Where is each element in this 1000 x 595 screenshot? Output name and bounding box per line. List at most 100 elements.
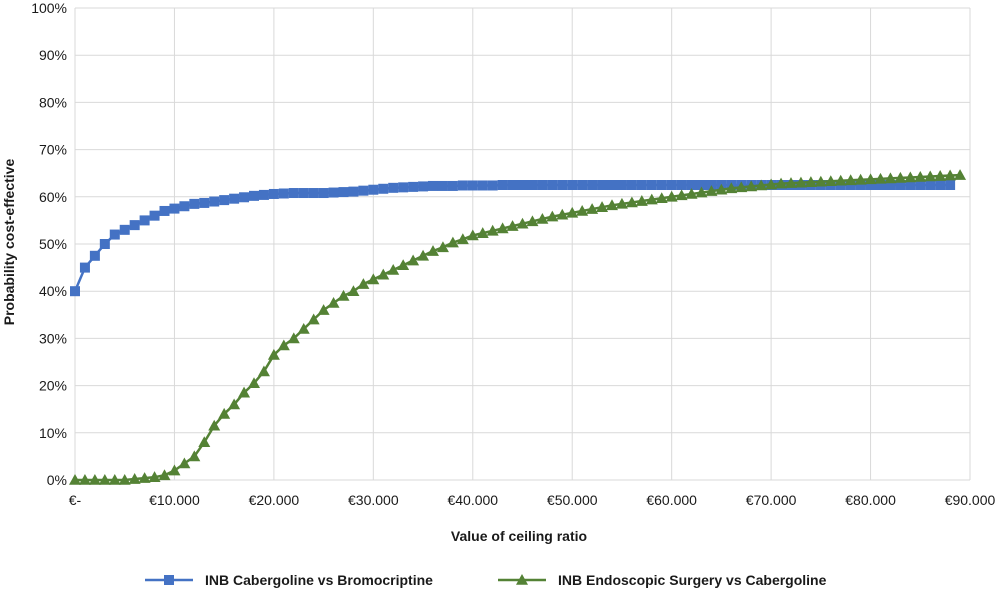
x-tick-label: €60.000 xyxy=(646,492,697,508)
data-point xyxy=(418,181,429,192)
data-point xyxy=(297,322,310,334)
data-point xyxy=(557,180,568,190)
data-point xyxy=(327,297,340,308)
data-point xyxy=(168,464,181,476)
data-point xyxy=(546,210,559,222)
y-tick-label: 50% xyxy=(39,236,67,252)
data-point xyxy=(476,227,489,238)
data-point xyxy=(229,193,240,204)
x-tick-labels: €- €10.000 €20.000 €30.000 €40.000 €50.000 €60… xyxy=(69,492,996,508)
data-point xyxy=(139,215,150,226)
y-tick-label: 70% xyxy=(39,142,67,158)
data-point xyxy=(854,173,867,185)
data-point xyxy=(287,332,300,344)
data-point xyxy=(735,181,748,193)
data-point xyxy=(317,304,330,315)
data-point xyxy=(914,170,927,182)
data-point xyxy=(706,180,717,190)
series-2 xyxy=(69,169,967,485)
data-point xyxy=(507,180,518,190)
data-point xyxy=(606,199,618,211)
data-point xyxy=(427,245,439,256)
data-point xyxy=(526,215,539,227)
data-point xyxy=(159,205,170,216)
x-tick-label: €90.000 xyxy=(945,492,996,508)
data-point xyxy=(934,170,947,181)
data-point xyxy=(437,180,448,191)
x-tick-label: €10.000 xyxy=(149,492,200,508)
data-point xyxy=(79,262,90,273)
data-point xyxy=(208,419,221,431)
data-point xyxy=(567,180,578,190)
data-point xyxy=(905,180,916,190)
x-tick-label: €70.000 xyxy=(746,492,797,508)
data-point xyxy=(765,178,778,190)
data-point xyxy=(636,180,647,190)
data-point xyxy=(635,195,648,206)
data-point xyxy=(915,180,926,190)
data-point xyxy=(408,181,419,192)
data-point xyxy=(875,180,886,190)
data-point xyxy=(456,233,469,245)
data-point xyxy=(118,474,131,485)
data-point xyxy=(745,180,758,192)
data-point xyxy=(676,180,687,190)
data-point xyxy=(616,180,627,190)
data-point xyxy=(188,450,201,462)
data-point xyxy=(556,208,569,220)
data-point xyxy=(695,186,708,198)
x-tick-label: €50.000 xyxy=(547,492,598,508)
data-point xyxy=(119,224,130,235)
data-point xyxy=(98,474,111,485)
data-point xyxy=(516,217,529,229)
data-point xyxy=(417,249,430,261)
data-point xyxy=(69,474,81,485)
data-point xyxy=(298,188,309,199)
data-point xyxy=(935,180,946,190)
data-point xyxy=(277,339,290,351)
data-point xyxy=(158,469,171,481)
data-point xyxy=(258,189,269,200)
data-point xyxy=(337,289,350,301)
data-point xyxy=(587,180,598,190)
data-point xyxy=(248,377,260,389)
data-point xyxy=(924,170,937,182)
data-point xyxy=(547,180,558,190)
y-tick-label: 80% xyxy=(39,94,67,110)
data-point xyxy=(318,188,329,199)
data-point xyxy=(338,187,349,198)
data-point xyxy=(428,180,438,191)
data-point xyxy=(328,187,339,198)
data-point xyxy=(267,348,280,360)
data-point xyxy=(626,180,637,190)
data-point xyxy=(198,436,211,448)
data-point xyxy=(278,188,289,199)
data-point xyxy=(99,239,110,249)
data-point xyxy=(954,169,967,180)
data-point xyxy=(715,183,728,195)
y-tick-label: 20% xyxy=(39,378,67,394)
data-point xyxy=(596,201,609,212)
data-point xyxy=(607,180,617,190)
data-point xyxy=(566,206,579,218)
data-point xyxy=(536,212,549,224)
data-point xyxy=(308,188,319,199)
data-point xyxy=(675,189,688,201)
data-point xyxy=(307,313,320,325)
data-point xyxy=(239,192,250,203)
data-point xyxy=(218,407,231,419)
data-point xyxy=(357,278,370,289)
data-point xyxy=(804,176,817,187)
data-point xyxy=(576,204,589,216)
data-point xyxy=(486,224,499,236)
data-point xyxy=(517,180,528,190)
data-point xyxy=(865,180,876,190)
series-layer xyxy=(69,169,967,485)
data-point xyxy=(874,172,887,184)
y-tick-label: 90% xyxy=(39,47,67,63)
data-point xyxy=(785,177,797,188)
data-point xyxy=(686,180,697,190)
data-point xyxy=(577,180,588,190)
x-tick-label: €40.000 xyxy=(447,492,498,508)
